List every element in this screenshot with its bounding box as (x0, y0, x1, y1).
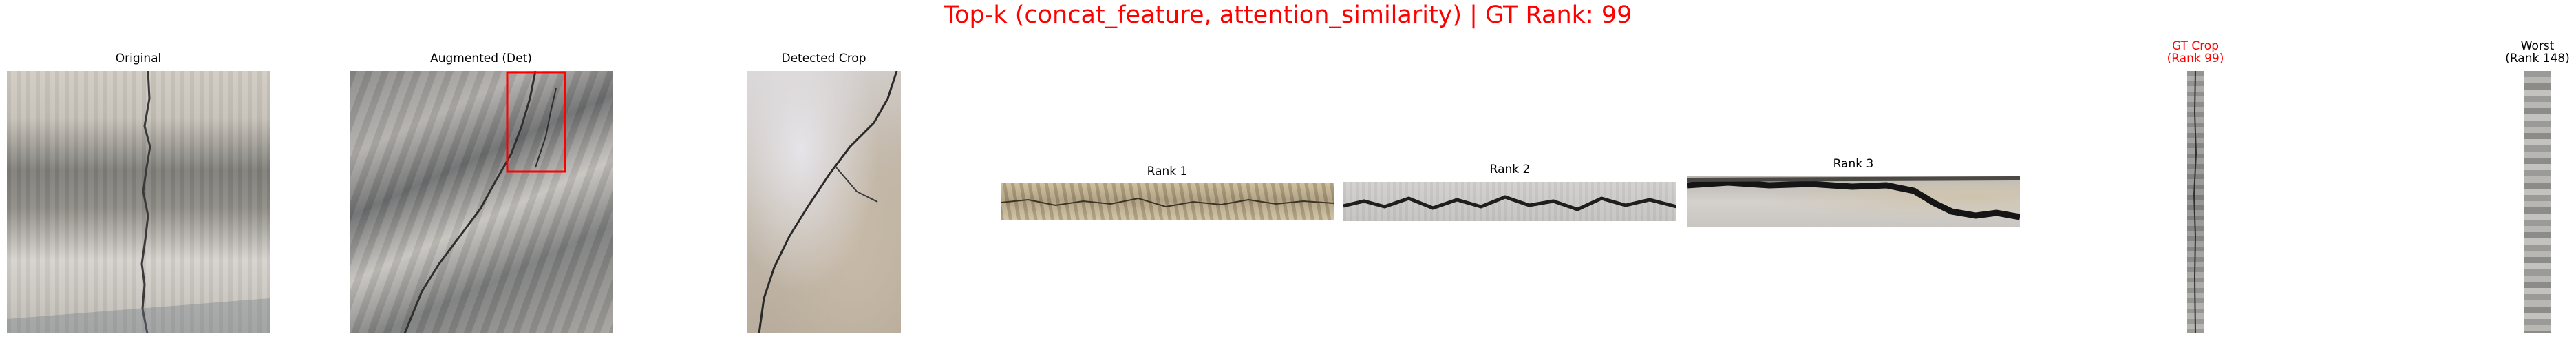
augmented-panel: Augmented (Det) (350, 52, 613, 333)
augmented-label: Augmented (Det) (430, 52, 532, 65)
original-label: Original (115, 52, 162, 65)
detected-crop-panel: Detected Crop (747, 52, 901, 333)
detected-crop-label: Detected Crop (781, 52, 866, 65)
worst-label-line1: Worst (2520, 39, 2555, 53)
detected-crop-image (747, 71, 901, 333)
gt-crop-label-line2: (Rank 99) (2167, 52, 2224, 65)
gt-crop-label-line1: GT Crop (2171, 39, 2220, 53)
gt-crop-panel: GT Crop (Rank 99) (2167, 40, 2224, 333)
rank3-image (1687, 176, 2020, 227)
gt-crop-label: GT Crop (Rank 99) (2167, 40, 2224, 65)
original-panel: Original (7, 52, 270, 333)
rank2-panel: Rank 2 (1343, 163, 1676, 221)
rank1-image (1001, 183, 1334, 220)
rank2-label: Rank 2 (1489, 163, 1531, 176)
rank3-label: Rank 3 (1833, 157, 1874, 171)
rank1-panel: Rank 1 (1001, 165, 1334, 220)
figure-title: Top-k (concat_feature, attention_similar… (944, 1, 1632, 29)
rank3-panel: Rank 3 (1687, 158, 2020, 227)
worst-image (2524, 71, 2551, 333)
gt-crop-image (2187, 71, 2204, 333)
original-image (7, 71, 270, 333)
rank2-image (1343, 182, 1676, 221)
worst-panel: Worst (Rank 148) (2505, 40, 2570, 333)
augmented-image (350, 71, 613, 333)
rank1-label: Rank 1 (1147, 165, 1188, 178)
worst-label: Worst (Rank 148) (2505, 40, 2570, 65)
worst-label-line2: (Rank 148) (2505, 52, 2570, 65)
detection-box (506, 71, 566, 173)
